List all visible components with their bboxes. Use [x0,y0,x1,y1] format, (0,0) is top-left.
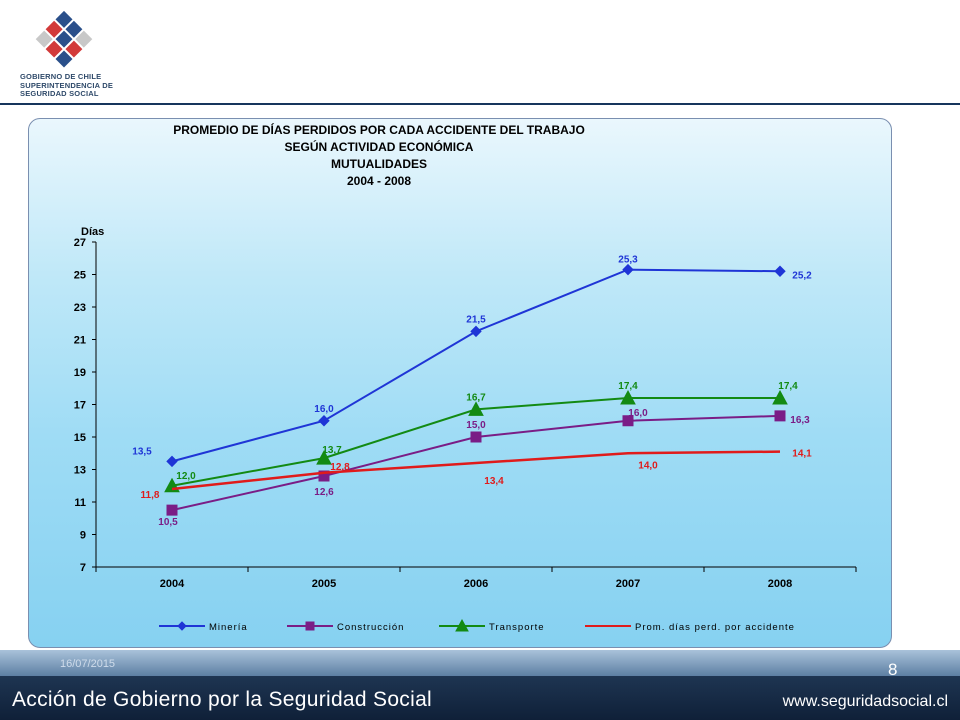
legend-label-1: Construcción [337,622,404,633]
chart-title-line-4: 2004 - 2008 [347,174,411,188]
data-point-1-1 [318,470,330,482]
x-tick-label-2005: 2005 [312,578,336,590]
y-tick-label-9: 9 [80,530,86,542]
legend-label-2: Transporte [489,622,545,633]
x-tick-label-2006: 2006 [464,578,488,590]
organization-name: GOBIERNO DE CHILE SUPERINTENDENCIA DE SE… [20,72,114,99]
data-label-2-2: 16,7 [466,392,486,403]
legend-marker-2 [455,618,469,632]
data-label-2-0: 12,0 [176,471,196,482]
y-tick-label-21: 21 [74,335,86,347]
legend-label-3: Prom. días perd. por accidente [635,622,795,633]
data-point-2-4 [772,389,788,405]
footer-bar [0,676,960,720]
y-tick-label-11: 11 [74,497,86,509]
data-point-0-3 [622,263,634,276]
legend-marker-0 [177,621,187,631]
y-tick-label-15: 15 [74,432,86,444]
data-label-1-3: 16,0 [628,408,648,419]
footer-stripe [0,650,960,676]
data-point-0-1 [318,415,330,427]
data-point-2-2 [468,401,484,416]
data-label-3-0: 11,8 [141,490,160,501]
footer-url[interactable]: www.seguridadsocial.cl [782,693,948,710]
legend-marker-1 [305,621,315,631]
legend-label-0: Minería [209,622,248,633]
data-label-1-4: 16,3 [790,415,810,426]
data-label-3-4: 14,1 [792,449,812,460]
data-label-2-4: 17,4 [778,381,798,392]
y-axis-label: Días [81,226,104,238]
line-chart: PROMEDIO DE DÍAS PERDIDOS POR CADA ACCID… [74,122,857,633]
data-label-3-3: 14,0 [638,460,658,471]
y-tick-label-23: 23 [74,302,86,314]
data-point-1-4 [774,410,786,422]
y-tick-label-13: 13 [74,465,86,477]
chart-title-line-3: MUTUALIDADES [331,157,427,171]
chart-panel: PROMEDIO DE DÍAS PERDIDOS POR CADA ACCID… [28,118,892,648]
x-tick-label-2008: 2008 [768,578,792,590]
footer-title: Acción de Gobierno por la Seguridad Soci… [12,688,433,711]
data-label-2-1: 13,7 [322,445,342,456]
slide-number: 8 [888,660,898,679]
data-label-2-3: 17,4 [618,381,638,392]
data-label-3-2: 13,4 [484,476,504,487]
data-point-2-3 [620,389,636,405]
data-label-0-0: 13,5 [132,446,152,457]
y-tick-label-25: 25 [74,270,86,282]
data-point-0-0 [166,455,178,468]
org-line-2: SUPERINTENDENCIA DE [20,80,114,90]
gobierno-de-chile-logo [35,10,93,68]
slide-date: 16/07/2015 [60,658,116,670]
data-point-0-4 [774,265,786,277]
data-point-1-3 [622,415,634,427]
data-point-2-1 [316,450,332,465]
data-label-1-1: 12,6 [314,487,334,498]
org-line-3: SEGURIDAD SOCIAL [20,89,99,98]
data-label-0-4: 25,2 [792,270,812,281]
data-label-1-0: 10,5 [158,517,178,528]
data-point-1-0 [166,504,178,516]
header-divider [0,103,960,105]
data-label-0-2: 21,5 [466,314,486,325]
chart-title-line-2: SEGÚN ACTIVIDAD ECONÓMICA [285,139,474,154]
x-tick-label-2007: 2007 [616,578,640,590]
org-line-1: GOBIERNO DE CHILE [20,72,102,81]
y-tick-label-27: 27 [74,237,86,249]
data-label-1-2: 15,0 [466,420,486,431]
data-label-3-1: 12,8 [330,462,350,473]
x-tick-label-2004: 2004 [160,578,185,590]
data-point-1-2 [470,431,482,443]
data-label-0-3: 25,3 [618,255,638,266]
data-label-0-1: 16,0 [314,404,334,415]
y-tick-label-17: 17 [74,400,86,412]
y-tick-label-19: 19 [74,367,86,379]
series-line-3 [171,450,781,491]
y-tick-label-7: 7 [80,562,86,574]
chart-title-line-1: PROMEDIO DE DÍAS PERDIDOS POR CADA ACCID… [173,122,585,137]
data-point-0-2 [470,325,482,338]
